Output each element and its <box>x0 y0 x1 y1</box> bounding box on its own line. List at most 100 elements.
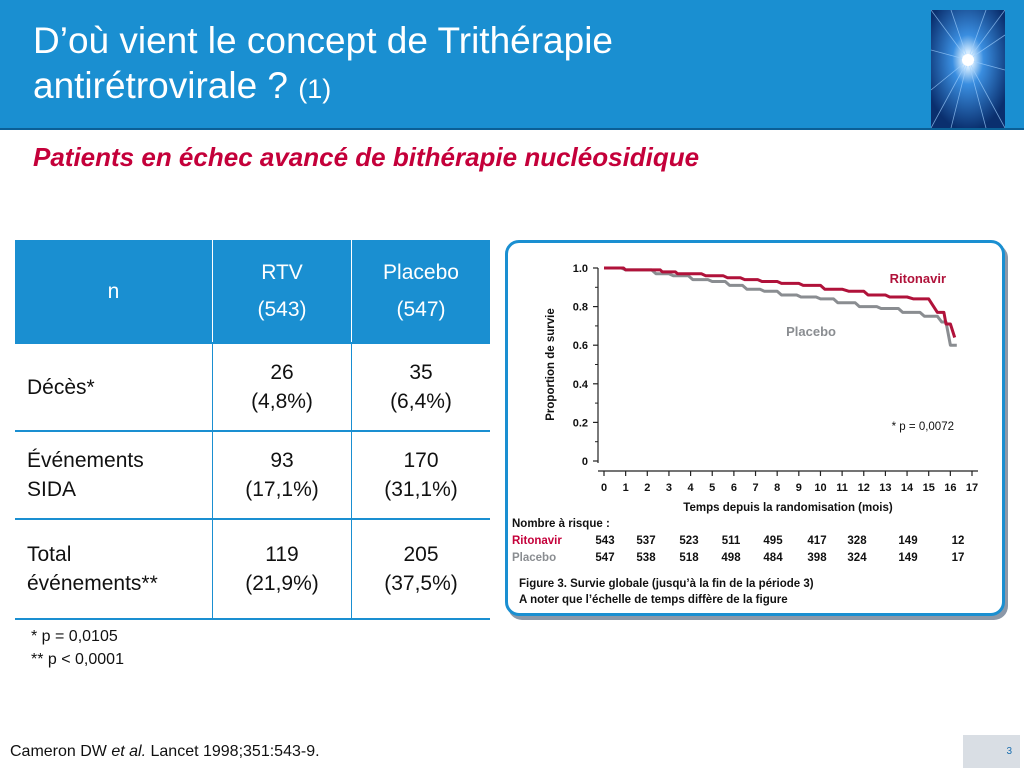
x-tick-label: 5 <box>709 482 715 494</box>
y-tick-label: 0.6 <box>573 340 588 352</box>
x-tick-label: 17 <box>966 482 978 494</box>
rtv-count: 93 <box>270 449 294 472</box>
risk-value: 484 <box>763 552 783 564</box>
x-tick-label: 9 <box>796 482 802 494</box>
table-header-row: n RTV (543) Placebo (547) <box>15 240 490 344</box>
risk-row-label: Ritonavir <box>512 535 562 547</box>
header-placebo-name: Placebo <box>383 261 459 284</box>
caption-line-1: Figure 3. Survie globale (jusqu’à la fin… <box>519 578 814 590</box>
reference: Cameron DW et al. Lancet 1998;351:543-9. <box>10 743 320 761</box>
footnote-2: ** p < 0,0001 <box>31 651 124 668</box>
x-tick-label: 6 <box>731 482 737 494</box>
title-line-2: antirétrovirale ? (1) <box>33 63 913 112</box>
risk-value: 328 <box>847 535 867 547</box>
series-line-ritonavir <box>604 266 957 338</box>
table-row: Événements SIDA 93 (17,1%) 170 (31,1%) <box>15 431 490 520</box>
row-label-line2: SIDA <box>27 478 77 501</box>
rtv-percent: (21,9%) <box>245 572 319 595</box>
placebo-count: 205 <box>403 543 439 566</box>
slide-title: D’où vient le concept de Trithérapie ant… <box>33 18 913 112</box>
header-rtv-count: (543) <box>257 298 307 321</box>
figure-caption: Figure 3. Survie globale (jusqu’à la fin… <box>519 576 814 608</box>
placebo-cell: 205 (37,5%) <box>351 519 490 620</box>
risk-value: 495 <box>763 535 783 547</box>
table-row: Total événements** 119 (21,9%) 205 (37,5%) <box>15 519 490 620</box>
rtv-cell: 93 (17,1%) <box>212 431 352 520</box>
risk-value: 17 <box>951 552 965 564</box>
x-tick-label: 12 <box>858 482 870 494</box>
rtv-cell: 26 (4,8%) <box>212 343 352 432</box>
ref-author: Cameron DW <box>10 743 107 760</box>
footnote-1: * p = 0,0105 <box>31 628 118 645</box>
x-tick-label: 11 <box>836 482 848 494</box>
x-tick-label: 4 <box>688 482 695 494</box>
row-label-line1: Décès* <box>27 375 95 399</box>
y-tick-label: 0.4 <box>573 379 589 391</box>
x-tick-label: 2 <box>644 482 650 494</box>
title-suffix: (1) <box>298 74 332 104</box>
y-tick-label: 0 <box>582 456 588 468</box>
row-label-line2: événements** <box>27 572 158 595</box>
x-tick-label: 3 <box>666 482 672 494</box>
placebo-percent: (6,4%) <box>390 390 452 413</box>
placebo-percent: (31,1%) <box>384 478 458 501</box>
header-placebo-count: (547) <box>396 298 446 321</box>
series-line-placebo <box>604 266 957 347</box>
header-bar <box>0 0 1024 128</box>
row-label-line1: Total <box>27 543 72 566</box>
placebo-cell: 170 (31,1%) <box>351 431 490 520</box>
placebo-percent: (37,5%) <box>384 572 458 595</box>
rtv-cell: 119 (21,9%) <box>212 519 352 620</box>
risk-value: 324 <box>847 552 867 564</box>
placebo-cell: 35 (6,4%) <box>351 343 490 432</box>
ref-etal: et al. <box>111 743 147 760</box>
ref-journal: Lancet 1998;351:543-9. <box>150 743 320 760</box>
risk-value: 547 <box>595 552 615 564</box>
risk-value: 523 <box>679 535 699 547</box>
y-tick-label: 0.8 <box>573 302 588 314</box>
header-cell-placebo: Placebo (547) <box>351 240 490 344</box>
row-label: Décès* <box>15 343 213 432</box>
header-divider <box>0 128 1024 130</box>
risk-value: 12 <box>951 535 965 547</box>
x-tick-label: 16 <box>944 482 956 494</box>
x-axis-label: Temps depuis la randomisation (mois) <box>683 502 893 514</box>
series-label-ritonavir: Ritonavir <box>890 271 946 286</box>
series-label-placebo: Placebo <box>786 324 836 339</box>
risk-value: 149 <box>898 552 918 564</box>
rtv-count: 26 <box>270 361 294 384</box>
page-number-box: 3 <box>963 735 1020 768</box>
header-n-label: n <box>107 279 120 303</box>
risk-value: 498 <box>721 552 741 564</box>
x-tick-label: 13 <box>879 482 891 494</box>
risk-value: 149 <box>898 535 918 547</box>
risk-row-ritonavir: Ritonavir 543 537 523 511 495 417 328 149 12 <box>512 535 992 551</box>
risk-title: Nombre à risque : <box>512 518 610 530</box>
caption-line-2: A noter que l’échelle de temps diffère d… <box>519 594 788 606</box>
rtv-count: 119 <box>265 543 299 566</box>
placebo-count: 170 <box>403 449 439 472</box>
survival-chart: 1.00.80.60.40.200 1 2 3 4 5 6 7 8 9 10 11 12 13 14 15 16… <box>545 263 978 514</box>
slide-subtitle: Patients en échec avancé de bithérapie n… <box>33 142 700 172</box>
x-tick-label: 0 <box>601 482 607 494</box>
header-rtv-name: RTV <box>261 261 303 284</box>
risk-row-placebo: Placebo 547 538 518 498 484 398 324 149 17 <box>512 552 992 568</box>
results-table: n RTV (543) Placebo (547) Décès* 26 (4,8%… <box>15 240 490 620</box>
x-tick-label: 7 <box>752 482 758 494</box>
risk-value: 537 <box>636 535 656 547</box>
figure-panel <box>505 240 1005 616</box>
row-label: Événements SIDA <box>15 431 213 520</box>
y-tick-label: 0.2 <box>573 417 588 429</box>
page-number: 3 <box>1006 746 1012 757</box>
header-cell-rtv: RTV (543) <box>212 240 352 344</box>
rtv-percent: (4,8%) <box>251 390 313 413</box>
starburst-logo-icon <box>931 10 1005 128</box>
risk-value: 538 <box>636 552 656 564</box>
placebo-count: 35 <box>409 361 433 384</box>
rtv-percent: (17,1%) <box>245 478 319 501</box>
title-line-2-text: antirétrovirale ? <box>33 65 289 106</box>
x-tick-label: 10 <box>814 482 826 494</box>
risk-value: 398 <box>807 552 827 564</box>
title-line-1: D’où vient le concept de Trithérapie <box>33 20 614 61</box>
risk-value: 543 <box>595 535 615 547</box>
